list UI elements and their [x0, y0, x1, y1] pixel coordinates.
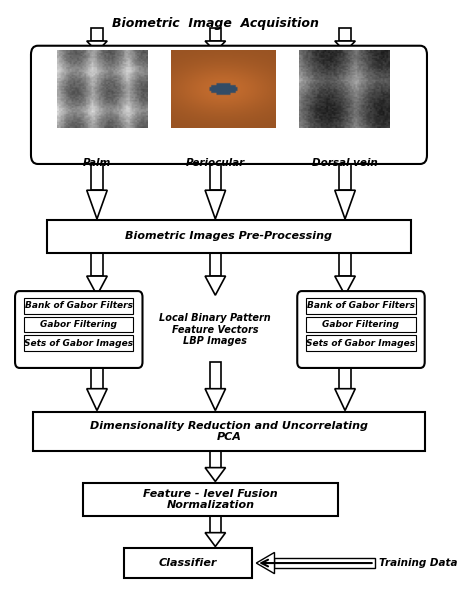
Text: Feature - level Fusion
Normalization: Feature - level Fusion Normalization [144, 489, 278, 510]
FancyBboxPatch shape [297, 291, 425, 368]
FancyBboxPatch shape [339, 28, 351, 41]
Text: Biometric Images Pre-Processing: Biometric Images Pre-Processing [126, 232, 332, 241]
Text: Palm: Palm [83, 158, 111, 168]
Polygon shape [87, 276, 107, 295]
FancyBboxPatch shape [210, 155, 221, 190]
Text: Sets of Gabor Images: Sets of Gabor Images [306, 339, 416, 347]
FancyBboxPatch shape [210, 516, 221, 533]
Text: Classifier: Classifier [159, 558, 217, 568]
FancyBboxPatch shape [91, 252, 102, 276]
FancyBboxPatch shape [91, 362, 102, 388]
FancyBboxPatch shape [274, 558, 374, 568]
Text: Bank of Gabor Filters: Bank of Gabor Filters [307, 301, 415, 311]
Polygon shape [205, 41, 226, 52]
FancyBboxPatch shape [47, 220, 411, 252]
Text: Local Binary Pattern
Feature Vectors
LBP Images: Local Binary Pattern Feature Vectors LBP… [159, 313, 271, 346]
Polygon shape [335, 41, 356, 52]
Polygon shape [335, 276, 356, 295]
FancyBboxPatch shape [339, 252, 351, 276]
FancyBboxPatch shape [91, 155, 102, 190]
FancyBboxPatch shape [33, 412, 425, 451]
Text: Biometric  Image  Acquisition: Biometric Image Acquisition [112, 17, 319, 30]
Polygon shape [205, 388, 226, 410]
FancyBboxPatch shape [124, 548, 252, 578]
FancyBboxPatch shape [210, 28, 221, 41]
FancyBboxPatch shape [210, 451, 221, 467]
FancyBboxPatch shape [306, 335, 416, 351]
FancyBboxPatch shape [24, 317, 133, 332]
FancyBboxPatch shape [15, 291, 143, 368]
Polygon shape [205, 190, 226, 219]
Polygon shape [335, 190, 356, 219]
FancyBboxPatch shape [306, 298, 416, 314]
FancyBboxPatch shape [210, 362, 221, 388]
Polygon shape [87, 190, 107, 219]
Text: Dorsal vein: Dorsal vein [312, 158, 378, 168]
FancyBboxPatch shape [24, 298, 133, 314]
Text: Periocular: Periocular [186, 158, 245, 168]
Text: Training Data: Training Data [379, 558, 458, 568]
Text: Dimensionality Reduction and Uncorrelating
PCA: Dimensionality Reduction and Uncorrelati… [90, 421, 368, 443]
Text: Gabor Filtering: Gabor Filtering [40, 320, 117, 329]
FancyBboxPatch shape [24, 335, 133, 351]
FancyBboxPatch shape [339, 155, 351, 190]
Text: Bank of Gabor Filters: Bank of Gabor Filters [25, 301, 133, 311]
Polygon shape [205, 467, 226, 482]
Polygon shape [256, 552, 274, 574]
Text: Sets of Gabor Images: Sets of Gabor Images [24, 339, 133, 347]
Polygon shape [205, 533, 226, 546]
FancyBboxPatch shape [83, 484, 338, 516]
Polygon shape [87, 41, 107, 52]
FancyBboxPatch shape [306, 317, 416, 332]
FancyBboxPatch shape [339, 362, 351, 388]
Text: Gabor Filtering: Gabor Filtering [322, 320, 400, 329]
FancyBboxPatch shape [91, 28, 102, 41]
FancyBboxPatch shape [31, 46, 427, 164]
Polygon shape [205, 276, 226, 295]
Polygon shape [335, 388, 356, 410]
Polygon shape [87, 388, 107, 410]
FancyBboxPatch shape [210, 252, 221, 276]
